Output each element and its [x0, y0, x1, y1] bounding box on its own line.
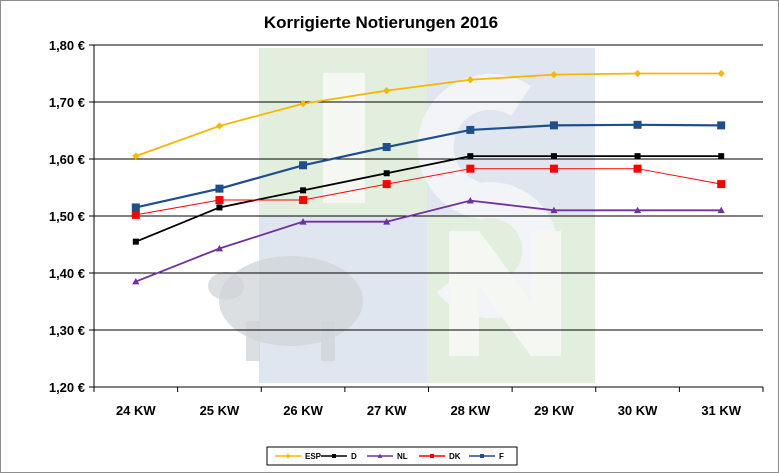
- series-esp: [132, 69, 725, 160]
- legend-item-d: D: [321, 452, 357, 461]
- data-point-f: [215, 184, 224, 193]
- legend-swatch-marker: [480, 454, 484, 458]
- series: [131, 69, 726, 285]
- x-tick-label: 28 KW: [450, 403, 490, 418]
- y-tick-label: 1,20 €: [49, 380, 85, 395]
- data-point-nl: [299, 218, 307, 225]
- data-point-d: [718, 153, 725, 160]
- x-tick-label: 29 KW: [534, 403, 574, 418]
- data-point-dk: [382, 180, 391, 189]
- data-point-f: [466, 125, 475, 134]
- legend: ESP D NL DK F: [266, 446, 518, 466]
- x-tick-label: 27 KW: [367, 403, 407, 418]
- data-point-esp: [466, 76, 474, 84]
- data-point-dk: [299, 196, 308, 205]
- data-point-nl: [717, 206, 725, 214]
- x-tick-label: 25 KW: [200, 403, 240, 418]
- data-point-f: [299, 161, 308, 170]
- data-point-dk: [131, 210, 140, 219]
- y-tick-label: 1,60 €: [49, 152, 85, 167]
- legend-swatch-marker: [285, 453, 291, 459]
- data-point-f: [633, 120, 642, 129]
- legend-swatch-marker: [430, 454, 434, 458]
- series-f: [131, 120, 726, 212]
- data-point-esp: [299, 100, 307, 108]
- data-point-d: [300, 187, 307, 194]
- legend-label: NL: [397, 452, 408, 461]
- y-tick-label: 1,50 €: [49, 209, 85, 224]
- data-point-nl: [383, 218, 391, 225]
- data-point-nl: [215, 244, 224, 252]
- data-point-d: [634, 153, 641, 160]
- series-line-f: [135, 123, 722, 209]
- y-tick-label: 1,40 €: [49, 266, 85, 281]
- axes: 1,20 € 1,30 € 1,40 € 1,50 € 1,60 € 1,70 € 1,80…: [49, 38, 764, 418]
- data-point-d: [383, 170, 390, 177]
- data-point-dk: [717, 180, 726, 189]
- data-point-esp: [383, 87, 391, 95]
- data-point-d: [216, 204, 223, 211]
- legend-item-dk: DK: [419, 452, 461, 461]
- data-point-dk: [466, 164, 475, 173]
- legend-item-nl: NL: [367, 452, 408, 461]
- legend-item-esp: ESP: [275, 452, 322, 461]
- data-point-f: [382, 143, 391, 152]
- series-line-dk: [135, 168, 722, 216]
- legend-label: D: [351, 452, 357, 461]
- x-tick-label: 31 KW: [701, 403, 741, 418]
- data-point-nl: [466, 197, 474, 204]
- data-point-d: [132, 238, 139, 245]
- series-nl: [132, 197, 725, 285]
- data-point-dk: [633, 164, 642, 173]
- x-tick-label: 24 KW: [116, 403, 156, 418]
- data-point-esp: [550, 71, 558, 79]
- x-tick-label: 26 KW: [283, 403, 323, 418]
- data-point-f: [131, 203, 140, 212]
- series-line-esp: [135, 72, 722, 157]
- data-point-f: [549, 121, 558, 130]
- data-point-nl: [132, 277, 140, 285]
- legend-swatch-marker: [332, 454, 336, 458]
- data-point-dk: [215, 196, 224, 205]
- data-point-d: [467, 153, 474, 160]
- legend-swatch-marker: [377, 453, 383, 458]
- data-point-nl: [633, 206, 642, 214]
- data-point-esp: [132, 152, 140, 160]
- data-point-dk: [549, 164, 558, 173]
- x-tick-label: 30 KW: [618, 403, 658, 418]
- y-tick-label: 1,80 €: [49, 38, 85, 53]
- legend-label: ESP: [305, 452, 322, 461]
- gridlines: [94, 44, 763, 331]
- series-d: [132, 153, 725, 245]
- legend-item-f: F: [469, 452, 504, 461]
- series-dk: [131, 164, 726, 219]
- y-tick-label: 1,30 €: [49, 323, 85, 338]
- chart-title: Korrigierte Notierungen 2016: [264, 13, 498, 32]
- legend-label: DK: [449, 452, 461, 461]
- series-line-d: [135, 155, 722, 243]
- data-point-esp: [633, 69, 642, 78]
- data-point-d: [550, 153, 557, 160]
- data-point-esp: [717, 69, 725, 78]
- legend-label: F: [499, 452, 504, 461]
- y-tick-label: 1,70 €: [49, 95, 85, 110]
- data-point-nl: [550, 206, 558, 214]
- data-point-esp: [215, 122, 224, 130]
- series-line-nl: [135, 199, 722, 283]
- data-point-f: [717, 121, 726, 130]
